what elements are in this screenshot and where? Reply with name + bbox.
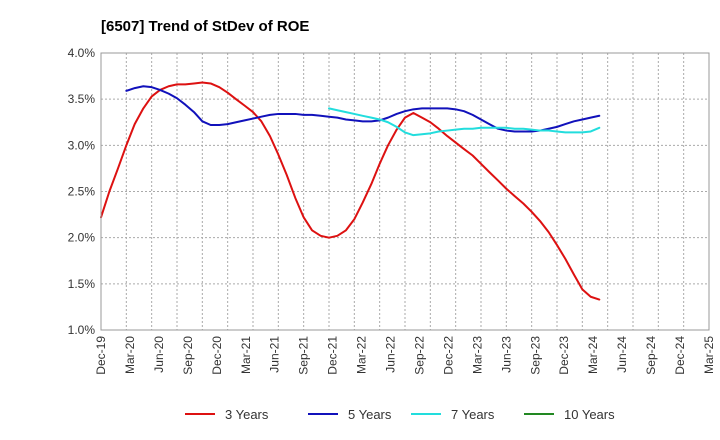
legend: 3 Years 5 Years 7 Years 10 Years (185, 407, 615, 422)
x-axis: Dec-19 Mar-20 Jun-20 Sep-20 Dec-20 Mar-21 Jun-… (94, 336, 716, 375)
y-tick-label: 1.0% (68, 323, 96, 337)
x-tick-label: Jun-24 (615, 336, 629, 373)
x-tick-label: Jun-21 (268, 336, 282, 373)
x-tick-label: Dec-20 (210, 336, 224, 375)
x-tick-label: Jun-22 (384, 336, 398, 373)
x-tick-label: Sep-24 (644, 336, 658, 375)
y-tick-label: 2.0% (68, 231, 96, 245)
x-tick-label: Dec-21 (326, 336, 340, 375)
chart-title: [6507] Trend of StDev of ROE (101, 18, 309, 35)
series-line-0 (100, 81, 601, 301)
series-line-2 (328, 107, 601, 137)
x-tick-label: Mar-24 (586, 336, 600, 374)
x-tick-label: Mar-22 (355, 336, 369, 374)
series-lines (100, 81, 601, 301)
legend-label-3: 10 Years (564, 407, 615, 422)
x-tick-label: Dec-22 (441, 336, 455, 375)
y-tick-label: 3.0% (68, 138, 96, 152)
x-tick-label: Mar-21 (239, 336, 253, 374)
plot-frame (100, 52, 710, 331)
x-tick-label: Mar-23 (470, 336, 484, 374)
y-tick-label: 2.5% (68, 185, 96, 199)
x-tick-label: Sep-20 (181, 336, 195, 375)
x-tick-label: Jun-23 (499, 336, 513, 373)
y-tick-label: 3.5% (68, 92, 96, 106)
x-tick-label: Sep-23 (528, 336, 542, 375)
x-tick-label: Mar-25 (702, 336, 716, 374)
x-tick-label: Dec-23 (557, 336, 571, 375)
x-tick-label: Sep-22 (412, 336, 426, 375)
y-tick-label: 1.5% (68, 277, 96, 291)
legend-label-0: 3 Years (225, 407, 269, 422)
grid (101, 53, 709, 330)
x-tick-label: Jun-20 (152, 336, 166, 373)
y-tick-label: 4.0% (68, 46, 96, 60)
y-axis: 1.0% 1.5% 2.0% 2.5% 3.0% 3.5% 4.0% (68, 46, 96, 337)
x-tick-label: Dec-19 (94, 336, 108, 375)
x-tick-label: Dec-24 (673, 336, 687, 375)
x-tick-label: Mar-20 (123, 336, 137, 374)
series-line-1 (125, 85, 601, 133)
x-tick-label: Sep-21 (297, 336, 311, 375)
legend-label-2: 7 Years (451, 407, 495, 422)
legend-label-1: 5 Years (348, 407, 392, 422)
